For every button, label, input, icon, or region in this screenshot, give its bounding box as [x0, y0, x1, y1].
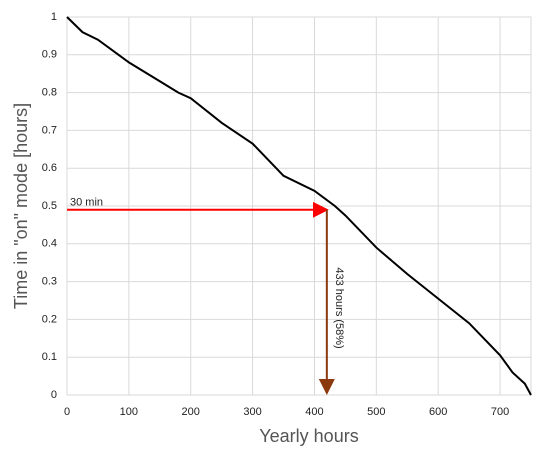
x-tick-label: 0: [64, 406, 70, 418]
x-tick-label: 300: [243, 406, 261, 418]
plot-border: [66, 16, 532, 396]
y-tick-label: 0.5: [42, 200, 57, 212]
y-tick-label: 0.8: [42, 87, 57, 99]
y-tick-label: 0.2: [42, 313, 57, 325]
x-tick-label: 700: [491, 406, 509, 418]
x-tick-label: 200: [182, 406, 200, 418]
annotation-label: 433 hours (58%): [333, 267, 345, 348]
y-axis-title: Time in "on" mode [hours]: [11, 103, 31, 309]
x-tick-label: 100: [120, 406, 138, 418]
y-tick-label: 0.4: [42, 238, 57, 250]
data-line: [66, 16, 532, 396]
annotation-label: 30 min: [70, 197, 103, 209]
y-tick-label: 0.9: [42, 49, 57, 61]
y-tick-label: 0.3: [42, 276, 57, 288]
y-tick-label: 1: [51, 11, 57, 23]
y-tick-label: 0: [51, 389, 57, 401]
x-axis-title: Yearly hours: [259, 426, 358, 446]
y-tick-label: 0.1: [42, 351, 57, 363]
x-tick-label: 600: [429, 406, 447, 418]
x-tick-label: 400: [305, 406, 323, 418]
x-tick-label: 500: [367, 406, 385, 418]
y-tick-label: 0.6: [42, 162, 57, 174]
y-tick-label: 0.7: [42, 124, 57, 136]
